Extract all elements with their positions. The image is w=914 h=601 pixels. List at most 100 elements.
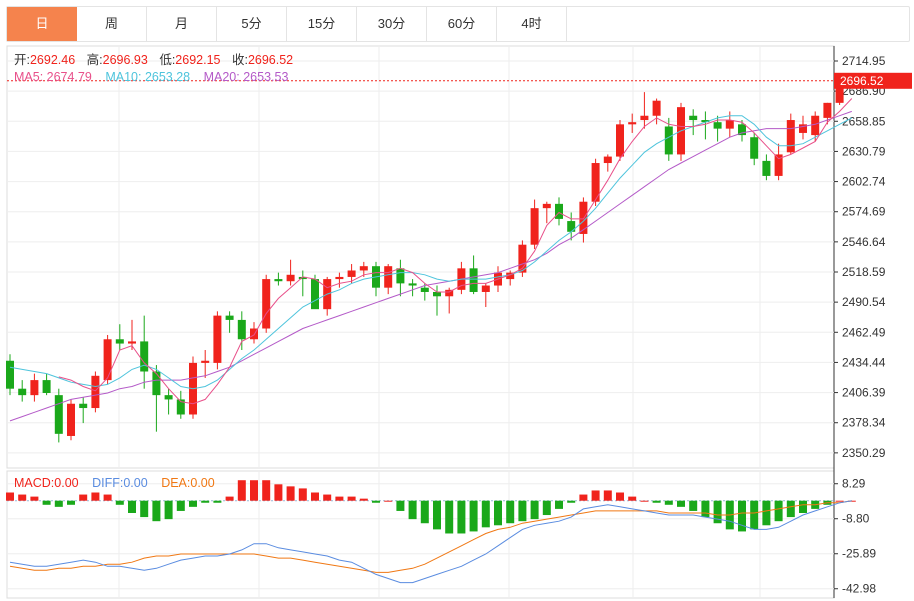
last-price-label: 2696.52 <box>840 74 884 88</box>
ma-info: MA5: 2674.79 MA10: 2653.28 MA20: 2653.53 <box>14 70 288 84</box>
candle-body <box>250 328 258 340</box>
macd-bar <box>469 500 478 532</box>
candle-body <box>652 100 661 116</box>
tab-5min[interactable]: 5分 <box>217 7 287 41</box>
candle-body <box>542 203 551 209</box>
candle <box>213 311 222 370</box>
tab-60min[interactable]: 60分 <box>427 7 497 41</box>
candle-body <box>579 201 588 234</box>
macd-bar <box>176 500 185 511</box>
tab-4hour[interactable]: 4时 <box>497 7 567 41</box>
candle <box>30 373 39 402</box>
candle <box>128 319 136 351</box>
macd-bar <box>164 500 173 520</box>
candle-body <box>152 371 161 396</box>
candle-body <box>286 274 295 282</box>
macd-bar <box>286 486 295 501</box>
candle <box>811 111 820 142</box>
tab-day[interactable]: 日 <box>7 7 77 41</box>
candle-body <box>408 283 417 286</box>
candle-body <box>67 403 75 436</box>
candle-body <box>616 124 624 157</box>
candle <box>420 283 429 301</box>
candle <box>640 92 649 129</box>
candle-body <box>420 287 429 292</box>
candle-body <box>738 124 746 136</box>
candle-body <box>689 115 698 121</box>
macd-bar <box>79 494 88 501</box>
candle <box>786 113 795 155</box>
candle <box>506 270 515 286</box>
tab-week[interactable]: 周 <box>77 7 147 41</box>
candle <box>189 356 197 419</box>
macd-bar <box>67 500 75 505</box>
macd-bar <box>628 496 637 501</box>
candle-body <box>701 120 710 123</box>
candle-body <box>433 291 441 297</box>
candle-body <box>176 399 185 415</box>
candle <box>396 259 405 297</box>
tab-month[interactable]: 月 <box>147 7 217 41</box>
macd-bar <box>555 500 563 509</box>
macd-bar <box>311 492 319 501</box>
candle-body <box>164 395 173 400</box>
candle <box>42 373 51 396</box>
candle-body <box>30 380 39 396</box>
macd-bar <box>786 500 795 518</box>
macd-bar <box>640 500 649 502</box>
tab-30min[interactable]: 30分 <box>357 7 427 41</box>
candle-body <box>115 339 124 344</box>
candle-body <box>786 120 795 153</box>
macd-bar <box>103 494 112 501</box>
macd-bar <box>152 500 161 522</box>
tab-15min[interactable]: 15分 <box>287 7 357 41</box>
candle-body <box>811 115 820 136</box>
candle-body <box>213 315 222 363</box>
low-value: 2692.15 <box>175 53 220 67</box>
candle <box>262 274 271 333</box>
macd-bar <box>225 496 234 501</box>
macd-bar <box>262 480 271 501</box>
candle-body <box>384 266 393 288</box>
candle <box>286 259 295 286</box>
candle <box>91 371 100 413</box>
candle <box>567 212 576 241</box>
macd-bar <box>677 500 685 507</box>
candle <box>628 113 637 133</box>
candle <box>298 270 307 297</box>
macd-bar <box>713 500 722 524</box>
macd-bar <box>128 500 136 513</box>
macd-bar <box>506 500 515 524</box>
candle-body <box>54 395 63 434</box>
candle <box>481 283 490 308</box>
dea-line <box>9 500 852 573</box>
macd-bar <box>115 500 124 505</box>
candle <box>347 264 356 284</box>
ma10-label: MA10: <box>105 70 145 84</box>
macd-bar <box>762 500 771 526</box>
y-tick-label: 2602.74 <box>842 175 886 189</box>
candle <box>799 115 807 140</box>
macd-info: MACD:0.00 DIFF:0.00 DEA:0.00 <box>14 476 215 490</box>
candle-body <box>823 102 832 118</box>
candle-body <box>530 208 539 245</box>
candle-body <box>725 120 734 129</box>
candle <box>176 390 185 419</box>
macd-bar <box>750 500 759 530</box>
candle-body <box>262 279 271 329</box>
macd-bar <box>738 500 746 532</box>
candle <box>579 197 588 243</box>
ma20-line <box>9 110 852 422</box>
candle-body <box>140 341 149 372</box>
macd-bar <box>201 500 210 503</box>
candle-body <box>555 203 563 219</box>
macd-bar <box>518 500 527 522</box>
candle-body <box>237 319 246 340</box>
candle-body <box>128 341 136 344</box>
candle <box>323 276 332 316</box>
macd-bar <box>274 484 283 501</box>
macd-bar <box>140 500 149 518</box>
macd-bar <box>42 500 51 505</box>
candle <box>823 102 832 125</box>
